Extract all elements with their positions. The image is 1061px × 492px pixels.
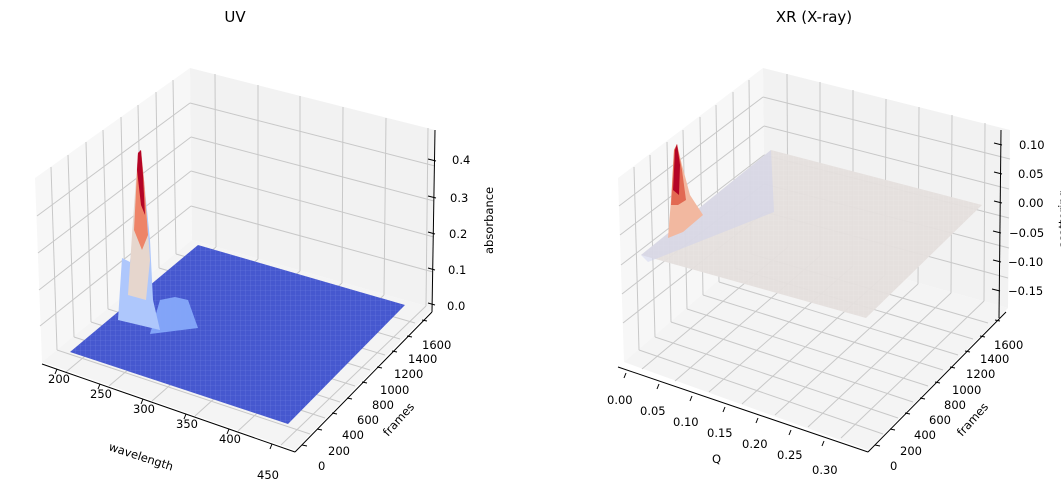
xr-y-tick-label: 200 xyxy=(900,444,922,458)
uv-main-peak-top xyxy=(137,150,145,215)
uv-z-tick-label: 0.2 xyxy=(449,227,467,241)
xr-y-ticks xyxy=(874,319,1001,447)
uv-y-tick-label: 1000 xyxy=(380,383,409,397)
uv-x-tick-label: 200 xyxy=(48,372,70,386)
uv-y-tick-label: 1200 xyxy=(394,367,423,381)
xr-x-tick-label: 0.15 xyxy=(707,426,733,440)
uv-y-tick-label: 200 xyxy=(328,444,350,458)
xr-z-tick-label: 0.05 xyxy=(1018,167,1044,181)
uv-secondary-peak xyxy=(150,297,198,334)
xr-y-tick-label: 1000 xyxy=(952,383,981,397)
uv-x-tick-label: 250 xyxy=(90,387,112,401)
xr-x-axis-label: Q xyxy=(712,452,721,466)
uv-y-ticks xyxy=(301,319,428,447)
uv-plot-panel: UV xyxy=(0,0,530,492)
xr-x-ticks xyxy=(623,372,825,447)
uv-y-tick-label: 600 xyxy=(357,413,379,427)
uv-y-tick-label: 400 xyxy=(342,428,364,442)
uv-z-tick-label: 0.3 xyxy=(450,191,468,205)
uv-left-pane xyxy=(35,68,192,362)
xr-y-tick-label: 1600 xyxy=(994,338,1023,352)
xr-z-ticks xyxy=(991,142,1003,292)
uv-surface-base xyxy=(70,245,405,424)
xr-y-tick-label: 400 xyxy=(914,428,936,442)
xr-x-tick-label: 0.30 xyxy=(812,463,838,477)
uv-back-pane xyxy=(190,68,435,308)
uv-z-tick-label: 0.1 xyxy=(448,263,466,277)
uv-x-tick-label: 350 xyxy=(176,417,198,431)
uv-x-axis-label: wavelength xyxy=(107,440,175,474)
xr-x-tick-label: 0.05 xyxy=(640,404,666,418)
uv-x-tick-label-450: 450 xyxy=(257,468,279,482)
uv-x-tick-label: 300 xyxy=(133,402,155,416)
xr-z-tick-label: −0.05 xyxy=(1009,226,1044,240)
uv-y-tick-label: 1400 xyxy=(408,352,437,366)
xr-x-tick-label: 0.10 xyxy=(673,415,699,429)
xr-y-tick-label: 1400 xyxy=(980,352,1009,366)
uv-y-tick-label: 0 xyxy=(318,459,325,473)
xr-y-tick-label: 0 xyxy=(890,459,897,473)
xr-x-tick-label: 0.20 xyxy=(742,437,768,451)
xr-floor-pane xyxy=(624,240,1008,450)
uv-y-tick-label: 1600 xyxy=(422,338,451,352)
xr-z-tick-label: −0.10 xyxy=(1008,255,1043,269)
uv-3d-axes: 200 250 300 350 400 450 450 wavelength 0… xyxy=(35,68,496,482)
uv-z-axis-label: absorbance xyxy=(482,187,496,254)
xr-y-tick-label: 600 xyxy=(929,413,951,427)
uv-z-tick-label: 0.4 xyxy=(452,153,470,167)
xr-z-tick-label: 0.10 xyxy=(1019,138,1045,152)
xr-peak-top xyxy=(673,144,680,195)
xr-surface-plane xyxy=(641,150,982,318)
xr-z-tick-label: 0.00 xyxy=(1018,196,1044,210)
xr-plot-title: XR (X-ray) xyxy=(775,8,853,26)
xr-y-tick-label: 800 xyxy=(944,398,966,412)
uv-z-tick-label: 0.0 xyxy=(447,299,465,313)
xr-z-axis-label: scattering xyxy=(1056,190,1061,248)
uv-x-tick-label: 400 xyxy=(219,432,241,446)
uv-y-tick-label: 800 xyxy=(372,398,394,412)
xr-x-tick-label: 0.00 xyxy=(607,393,633,407)
xr-z-tick-label: −0.15 xyxy=(1008,284,1043,298)
xr-y-tick-label: 1200 xyxy=(966,367,995,381)
xr-3d-axes: 0.00 0.05 0.10 0.15 0.20 0.25 0.30 Q 0 2… xyxy=(607,68,1061,477)
uv-plot-title: UV xyxy=(224,8,246,26)
uv-z-ticks xyxy=(427,158,437,306)
xr-x-tick-label: 0.25 xyxy=(777,448,803,462)
xr-plot-panel: XR (X-ray) xyxy=(578,0,1061,492)
uv-x-ticks xyxy=(54,368,273,450)
